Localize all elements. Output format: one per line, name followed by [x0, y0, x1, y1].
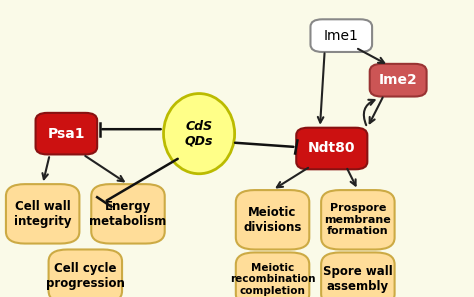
FancyBboxPatch shape — [48, 249, 122, 297]
FancyBboxPatch shape — [370, 64, 427, 97]
Text: Cell wall
integrity: Cell wall integrity — [14, 200, 72, 228]
Ellipse shape — [164, 94, 235, 174]
Text: Cell cycle
progression: Cell cycle progression — [46, 262, 125, 290]
Text: Ime1: Ime1 — [324, 29, 359, 43]
Text: Meiotic
divisions: Meiotic divisions — [243, 206, 302, 234]
FancyBboxPatch shape — [91, 184, 165, 244]
Text: Meiotic
recombination
completion: Meiotic recombination completion — [230, 263, 315, 296]
FancyBboxPatch shape — [6, 184, 79, 244]
FancyBboxPatch shape — [236, 252, 309, 297]
Text: Prospore
membrane
formation: Prospore membrane formation — [325, 203, 391, 236]
FancyBboxPatch shape — [321, 190, 394, 249]
Text: Energy
metabolism: Energy metabolism — [90, 200, 166, 228]
Text: Psa1: Psa1 — [47, 127, 85, 141]
Text: Spore wall
assembly: Spore wall assembly — [323, 265, 393, 293]
FancyBboxPatch shape — [321, 252, 394, 297]
Text: Ime2: Ime2 — [379, 73, 418, 87]
FancyBboxPatch shape — [310, 19, 372, 52]
FancyBboxPatch shape — [296, 128, 367, 169]
FancyBboxPatch shape — [236, 190, 309, 249]
Text: Ndt80: Ndt80 — [308, 141, 356, 156]
FancyBboxPatch shape — [36, 113, 97, 154]
Text: CdS
QDs: CdS QDs — [185, 120, 213, 148]
